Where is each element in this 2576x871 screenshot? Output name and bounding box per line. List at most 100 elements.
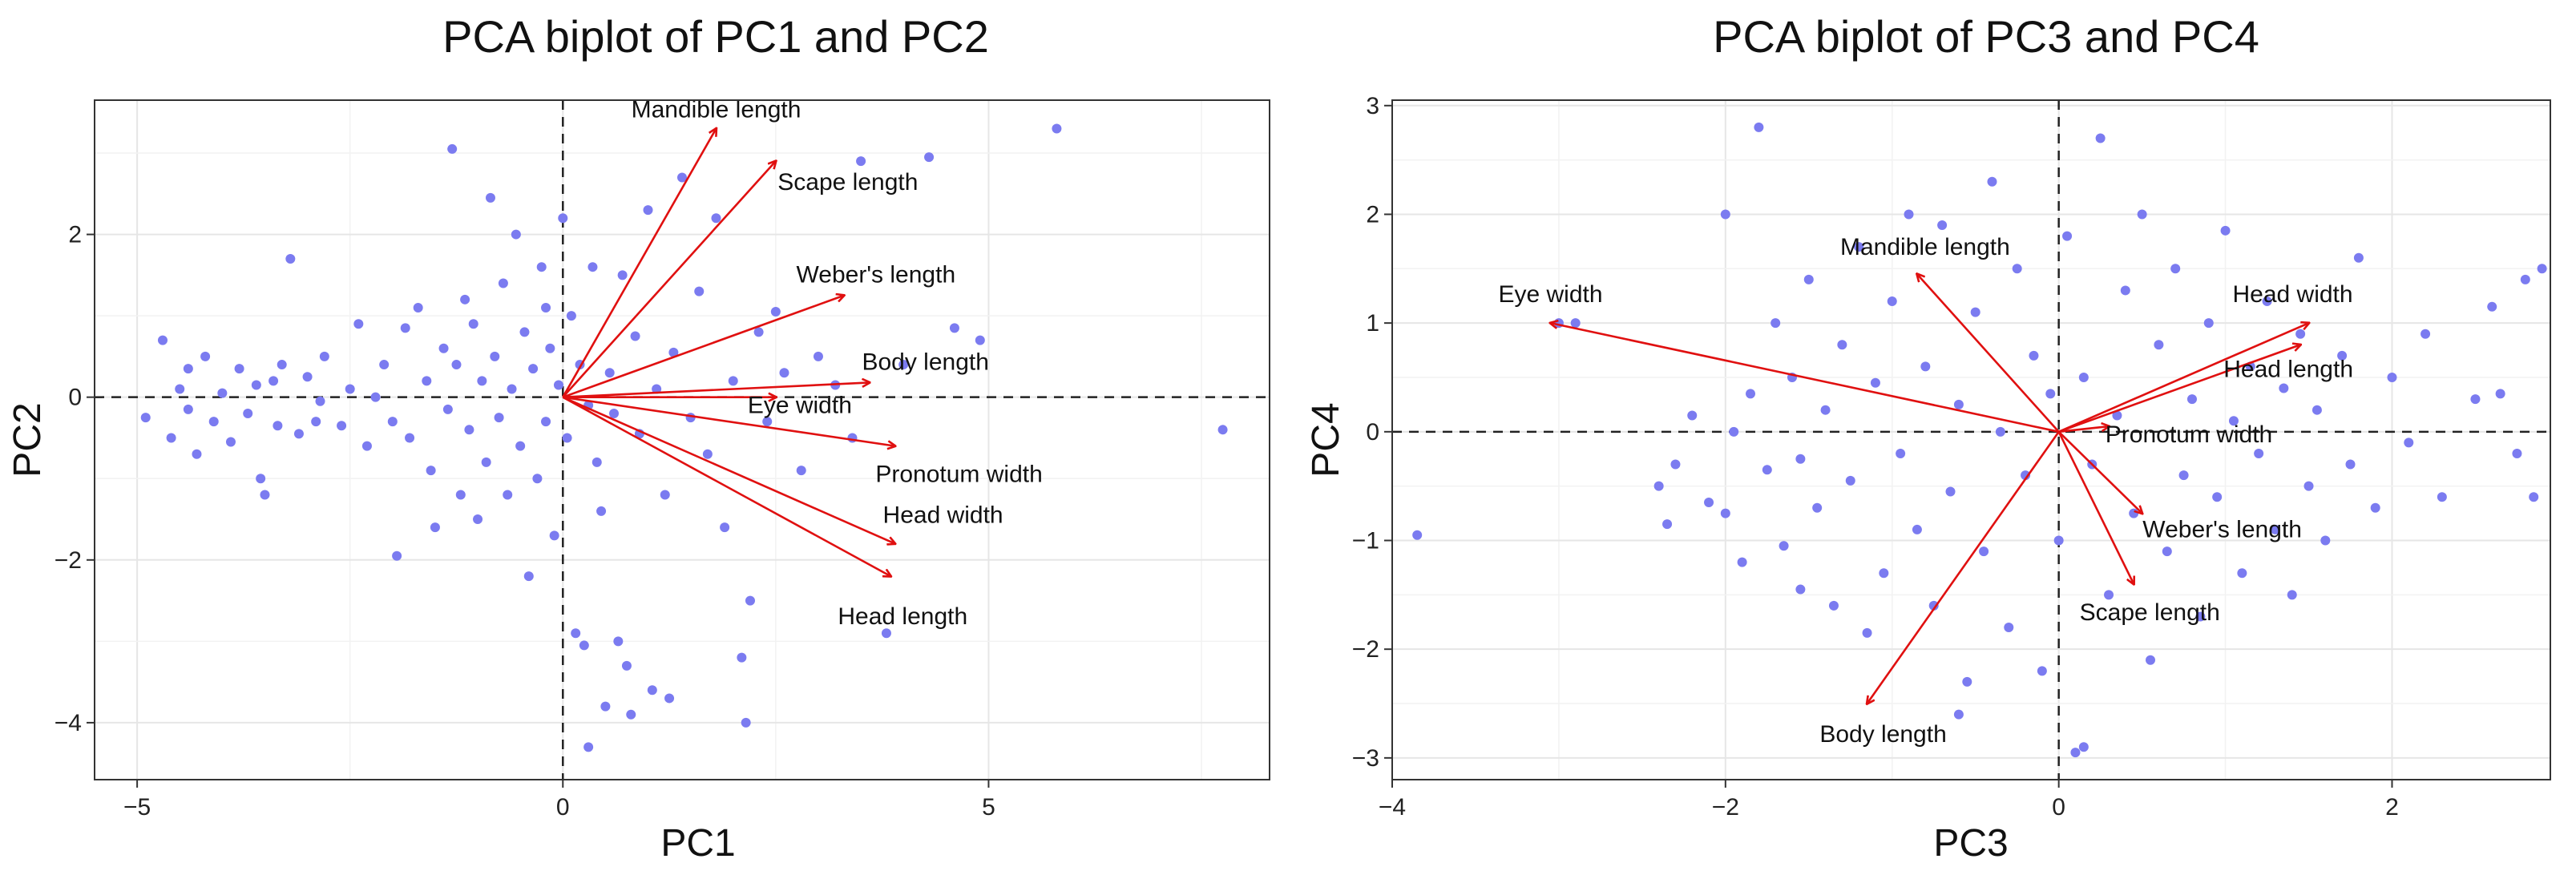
score-point [2520, 274, 2530, 284]
score-point [1854, 242, 1864, 252]
score-point [609, 408, 620, 418]
loading-arrow [2057, 431, 2134, 584]
score-point [2337, 350, 2348, 361]
score-point [519, 327, 530, 337]
score-point [511, 229, 521, 240]
loading-label: Mandible length [1840, 234, 2010, 260]
score-point [2178, 470, 2189, 481]
score-point [647, 685, 657, 696]
score-point [2262, 296, 2272, 307]
score-point [2303, 481, 2314, 491]
score-point [2228, 416, 2239, 426]
score-point [379, 360, 390, 370]
score-point [2287, 590, 2297, 600]
y-tick-label: −3 [1352, 745, 1379, 772]
score-point [422, 376, 432, 386]
chart-title: PCA biplot of PC3 and PC4 [1713, 11, 2259, 62]
score-point [579, 640, 589, 651]
score-point [2237, 568, 2247, 579]
score-point [451, 360, 462, 370]
score-point [2270, 524, 2280, 534]
loading-label: Pronotum width [2106, 421, 2272, 448]
score-point [2437, 492, 2447, 502]
score-point [442, 404, 453, 414]
loading-label: Scape length [777, 169, 918, 196]
score-point [405, 433, 415, 443]
score-point [741, 717, 751, 728]
score-point [1795, 584, 1806, 595]
loading-arrow [2058, 323, 2309, 433]
loading-arrow [563, 382, 869, 398]
score-point [256, 474, 266, 484]
score-point [2404, 438, 2414, 448]
score-point [1704, 498, 1714, 508]
loading-label: Eye width [1498, 281, 1602, 308]
score-point [2120, 285, 2130, 296]
score-point [1937, 220, 1948, 231]
score-point [566, 311, 576, 321]
score-points [1412, 122, 2547, 758]
loading-label: Body length [1819, 721, 1946, 748]
loading-arrow [562, 129, 716, 398]
y-tick-label: 3 [1366, 93, 1379, 119]
score-point [1670, 459, 1681, 470]
loading-arrow [2058, 426, 2109, 433]
loading-labels: Mandible length Scape length Weber's lengt… [632, 97, 1043, 631]
score-point [1879, 568, 1889, 579]
score-point [243, 408, 253, 418]
score-point [319, 351, 329, 361]
score-point [762, 417, 773, 427]
score-point [2295, 329, 2306, 339]
loading-arrow [562, 296, 844, 398]
score-point [1904, 209, 1914, 220]
score-point [553, 380, 563, 390]
score-point [234, 364, 244, 374]
loading-arrow [563, 396, 894, 446]
score-point [571, 628, 581, 639]
loading-arrow [562, 396, 894, 544]
plot-area-border [94, 99, 1270, 780]
score-point [1720, 209, 1730, 220]
axis-ticks: −5 0 5 −4 −2 0 2 [55, 222, 995, 821]
loading-label: Weber's length [2142, 517, 2302, 543]
score-point [315, 396, 325, 406]
score-point [2279, 383, 2289, 393]
x-axis-label: PC3 [1933, 822, 2008, 865]
score-point [630, 331, 640, 341]
x-axis-label: PC1 [660, 822, 735, 865]
x-tick-label: −4 [1379, 794, 1406, 821]
score-point [2095, 133, 2106, 143]
score-point [260, 490, 270, 500]
score-point [702, 449, 713, 459]
score-point [217, 388, 228, 398]
score-point [728, 376, 738, 386]
score-point [277, 360, 287, 370]
loading-arrow [1917, 274, 2060, 433]
score-point [1887, 296, 1897, 307]
gridlines [95, 100, 1270, 780]
score-point [1653, 481, 1664, 491]
score-point [464, 425, 474, 435]
score-point [2037, 666, 2047, 676]
score-point [477, 376, 487, 386]
score-point [523, 571, 534, 582]
x-tick-label: −5 [123, 794, 151, 821]
score-point [208, 417, 219, 427]
score-point [2045, 389, 2056, 399]
loading-label: Body length [862, 349, 988, 375]
score-point [685, 413, 696, 423]
plot-area-border [1391, 99, 2551, 780]
score-point [1979, 546, 1989, 557]
score-point [652, 384, 662, 394]
score-point [2345, 459, 2356, 470]
score-point [737, 652, 747, 663]
chart-panel-pc3-pc4: PCA biplot of PC3 and PC4 Mandible lengt… [1305, 11, 2551, 865]
y-tick-label: −1 [1352, 528, 1379, 554]
score-point [490, 351, 500, 361]
score-point [2320, 535, 2331, 546]
score-point [596, 506, 607, 516]
y-tick-label: −2 [1352, 636, 1379, 663]
score-point [2487, 301, 2497, 312]
gridlines [1391, 100, 2550, 780]
